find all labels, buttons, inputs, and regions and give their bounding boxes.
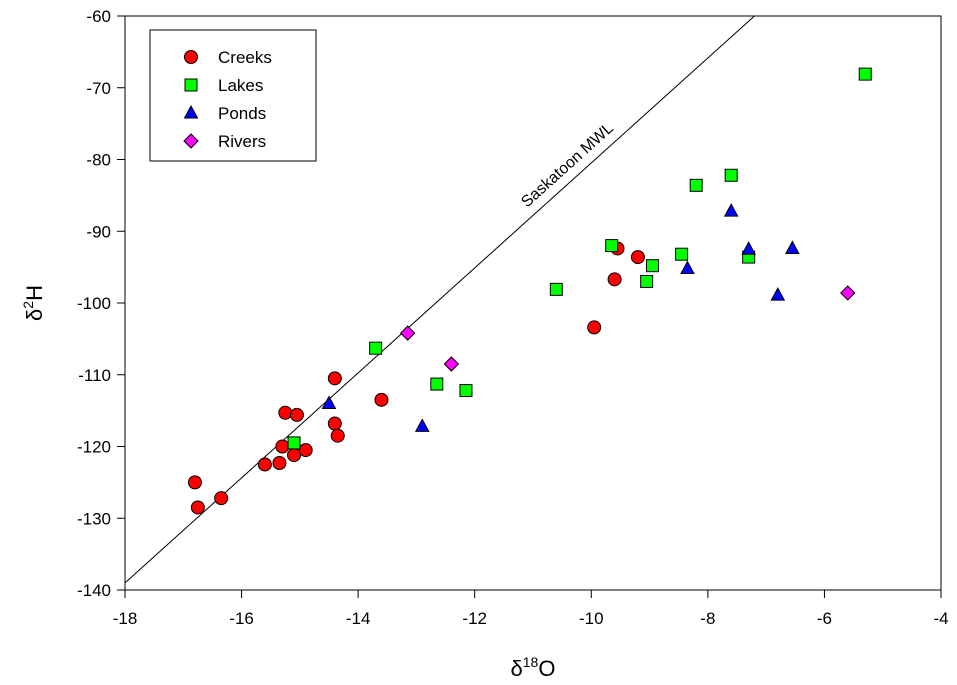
point-lakes	[287, 436, 301, 450]
y-tick-label: -100	[77, 294, 111, 313]
x-tick-label: -14	[346, 609, 371, 628]
y-tick-label: -110	[78, 366, 111, 385]
y-tick-label: -140	[77, 581, 111, 600]
y-tick-label: -70	[86, 79, 111, 98]
point-creeks	[587, 320, 602, 335]
legend-label-ponds: Ponds	[218, 104, 266, 123]
point-lakes	[689, 178, 703, 192]
x-tick-label: -4	[933, 609, 948, 628]
y-tick-label: -60	[86, 7, 111, 26]
x-axis-title: δ18O	[511, 654, 556, 681]
point-ponds	[741, 241, 756, 255]
point-creeks	[327, 416, 342, 431]
legend-marker-lakes	[184, 78, 198, 92]
y-tick-label: -130	[77, 509, 111, 528]
y-tick-label: -80	[86, 151, 111, 170]
legend-box	[149, 29, 317, 162]
x-tick-label: -10	[579, 609, 604, 628]
point-creeks	[190, 500, 205, 515]
x-tick-label: -18	[113, 609, 138, 628]
legend-label-lakes: Lakes	[218, 76, 263, 95]
x-tick-label: -12	[462, 609, 487, 628]
data-points	[187, 67, 872, 515]
point-creeks	[278, 405, 293, 420]
point-ponds	[785, 240, 800, 254]
legend-marker-ponds	[183, 104, 199, 119]
point-creeks	[630, 250, 645, 265]
point-lakes	[605, 239, 619, 253]
x-tick-label: -8	[700, 609, 715, 628]
point-creeks	[298, 443, 313, 458]
point-lakes	[675, 247, 689, 261]
legend-marker-rivers	[183, 133, 199, 149]
point-creeks	[214, 491, 229, 506]
point-creeks	[187, 475, 202, 490]
x-tick-label: -16	[229, 609, 254, 628]
point-lakes	[858, 67, 872, 81]
point-creeks	[330, 428, 345, 443]
point-creeks	[275, 439, 290, 454]
point-creeks	[374, 392, 389, 407]
legend-marker-creeks	[184, 50, 198, 64]
point-rivers	[840, 285, 856, 301]
saskatoon-mwl-line	[124, 15, 755, 584]
axis-ticks: -18 -16 -14 -12 -10 -8 -6 -4 -140 -130 -120 -110 -10…	[77, 7, 949, 628]
point-lakes	[645, 259, 659, 273]
point-lakes	[369, 341, 383, 355]
point-ponds	[414, 418, 430, 432]
point-creeks	[257, 457, 272, 472]
point-ponds	[723, 203, 739, 217]
point-lakes	[430, 377, 444, 391]
point-lakes	[549, 282, 563, 296]
point-ponds	[770, 287, 786, 301]
legend-label-creeks: Creeks	[218, 48, 272, 67]
x-axis-title-text: δ18O	[511, 654, 556, 681]
saskatoon-mwl-label: Saskatoon MWL	[518, 120, 617, 211]
point-creeks	[272, 456, 287, 471]
point-lakes	[724, 168, 738, 182]
point-rivers	[399, 325, 416, 341]
point-lakes	[640, 274, 654, 288]
x-tick-label: -6	[817, 609, 832, 628]
point-creeks	[607, 272, 622, 287]
y-axis-title: δ2H	[20, 285, 47, 321]
point-rivers	[443, 356, 460, 372]
legend-label-rivers: Rivers	[218, 132, 266, 151]
point-creeks	[287, 448, 302, 463]
y-tick-label: -90	[86, 222, 111, 241]
legend: Creeks Lakes Ponds Rivers	[149, 29, 317, 162]
point-creeks	[327, 371, 342, 386]
point-creeks	[289, 407, 304, 422]
y-tick-label: -120	[77, 438, 111, 457]
y-axis-title-text: δ2H	[20, 285, 47, 321]
point-ponds	[680, 260, 695, 275]
point-lakes	[459, 384, 473, 398]
point-ponds	[321, 395, 337, 409]
